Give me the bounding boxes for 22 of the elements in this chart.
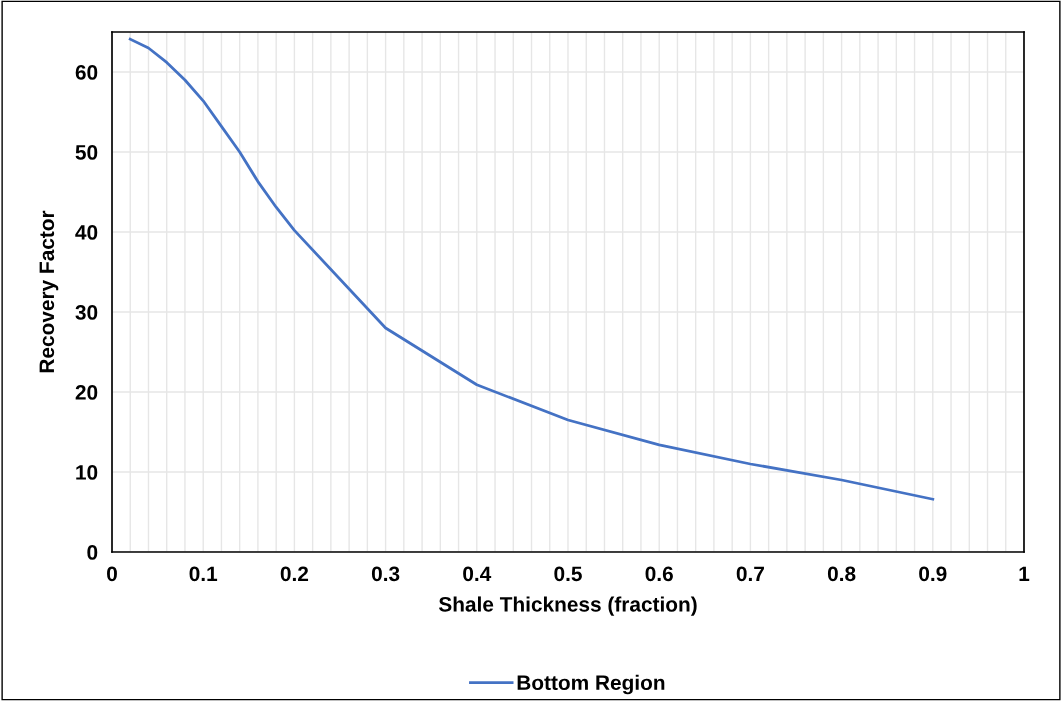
- y-tick-label: 20: [75, 385, 98, 400]
- legend-label: Bottom Region: [517, 674, 665, 695]
- x-tick-label: 1: [1019, 566, 1030, 581]
- x-tick-label: 0.9: [919, 566, 947, 582]
- x-tick-label: 0.2: [280, 566, 309, 582]
- x-tick-label: 0.6: [645, 566, 673, 582]
- x-tick-label: 0.4: [463, 566, 492, 582]
- y-tick-label: 30: [75, 305, 98, 320]
- y-axis-title: Recovery Factor: [39, 210, 59, 373]
- x-tick-label: 0.5: [554, 566, 582, 582]
- x-tick-label: 0.8: [827, 566, 856, 582]
- x-tick-label: 0.7: [736, 566, 764, 582]
- x-tick-label: 0.3: [371, 566, 400, 582]
- line-series: [128, 37, 935, 501]
- y-tick-label: 40: [75, 225, 98, 240]
- y-tick-label: 60: [75, 65, 98, 80]
- y-tick-label: 10: [76, 465, 98, 480]
- x-axis-title: Shale Thickness (fraction): [438, 596, 697, 616]
- y-tick-label: 50: [75, 145, 98, 160]
- x-tick-label: 0: [107, 566, 117, 582]
- y-tick-label: 0: [87, 545, 98, 560]
- x-tick-label: 0.1: [189, 566, 218, 582]
